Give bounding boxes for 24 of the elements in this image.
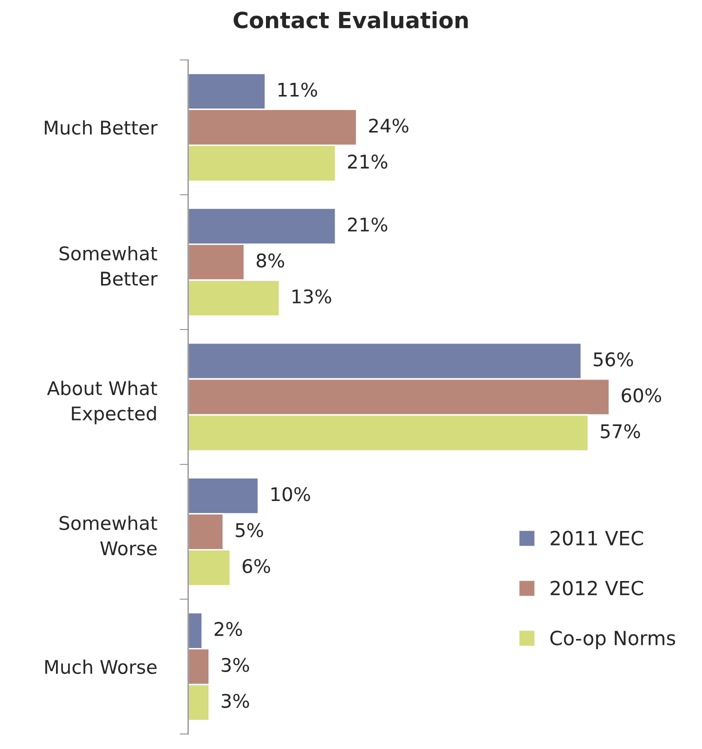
y-tick-label: Much Better [44,120,158,135]
data-label: 3% [222,694,250,708]
data-label: 21% [348,154,388,169]
y-tick-label: About What Expected [47,380,158,424]
data-label: 10% [272,487,310,502]
data-label: 24% [369,118,408,133]
data-label: 21% [348,217,388,232]
data-label: 6% [242,559,270,574]
data-label: 11% [278,82,318,97]
data-label: 60% [622,388,662,402]
y-tick-label: Much Worse [45,659,157,674]
data-label: 5% [236,523,264,538]
data-label: 3% [222,658,250,672]
data-label: 13% [292,289,332,304]
y-tick-label: Somewhat Worse [60,516,158,556]
data-label: 8% [256,253,284,268]
data-label: 56% [594,352,634,366]
legend-label: Co-op Norms [550,630,676,650]
legend-label: 2012 VEC [550,580,644,596]
data-label: 2% [214,622,242,636]
chart-title: Contact Evaluation [234,11,468,28]
legend-label: 2011 VEC [550,530,644,546]
y-tick-label: Somewhat Better [60,246,158,286]
data-label: 57% [600,424,640,438]
